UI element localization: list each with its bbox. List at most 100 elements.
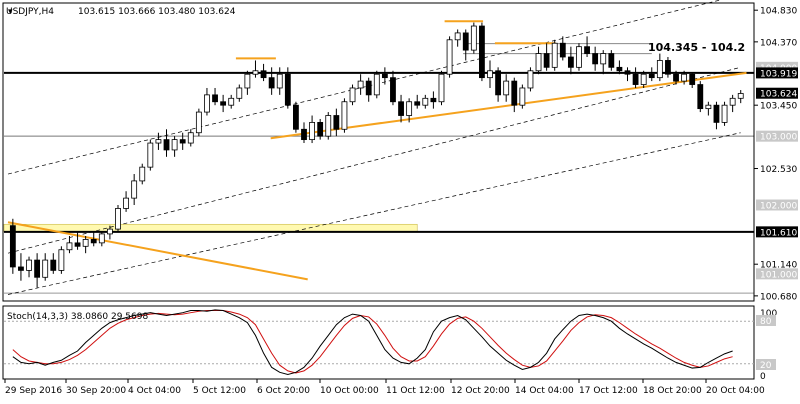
- price-tag-bg: [756, 61, 798, 73]
- price-tag: 102.530: [754, 165, 797, 175]
- candle: [365, 77, 372, 102]
- candle: [74, 232, 81, 250]
- candle: [567, 46, 574, 75]
- candle: [147, 139, 154, 171]
- price-tag: 103.919: [756, 67, 798, 79]
- candle: [470, 22, 477, 54]
- candle-body-bull: [422, 97, 429, 106]
- candle: [341, 98, 348, 133]
- candle-body-bull: [487, 70, 493, 79]
- stoch-pane-frame: [2, 305, 755, 380]
- candle-body-bear: [511, 80, 518, 106]
- candle: [309, 115, 315, 144]
- trend-lines: [7, 20, 747, 281]
- candle-body-bull: [454, 32, 461, 41]
- candle: [42, 253, 49, 281]
- price-tag: 101.000: [756, 268, 798, 280]
- candle-body-bear: [584, 46, 590, 54]
- candle-body-bull: [721, 104, 728, 123]
- price-channel: [7, 0, 741, 295]
- candle-body-bull: [309, 122, 315, 141]
- candle: [398, 94, 404, 123]
- price-tag-label: 103.450: [760, 102, 797, 112]
- candle: [503, 74, 510, 102]
- time-label: 18 Oct 20:00: [643, 386, 702, 396]
- candles: [9, 22, 744, 288]
- candle-body-bull: [276, 73, 283, 89]
- price-tag: 101.610: [756, 226, 798, 238]
- uptrend-line: [270, 71, 747, 140]
- price-tag-label: 103.000: [760, 133, 797, 143]
- candle-body-bull: [729, 97, 736, 106]
- candle-body-bull: [58, 249, 65, 271]
- candle: [228, 94, 235, 109]
- candle-body-bull: [640, 73, 647, 85]
- candle-body-bear: [9, 225, 16, 268]
- candle-body-bear: [608, 53, 615, 68]
- candle: [487, 60, 493, 88]
- candle-body-bear: [333, 115, 340, 130]
- price-tag: 100.680: [754, 292, 797, 302]
- candle: [713, 101, 720, 130]
- candle-body-bull: [187, 132, 194, 144]
- candle-body-bear: [301, 128, 307, 141]
- candle-body-bear: [462, 32, 469, 51]
- price-tag-label: 101.140: [760, 261, 797, 271]
- candle: [18, 253, 24, 281]
- candle: [527, 67, 534, 92]
- candle: [179, 132, 186, 150]
- price-tag: 101.140: [754, 261, 797, 271]
- candle: [454, 29, 461, 47]
- candle-body-bull: [656, 60, 663, 79]
- candle: [681, 70, 688, 85]
- price-tag-bg: [756, 130, 798, 142]
- symbol-marker-icon: ▾: [8, 7, 13, 17]
- candle-body-bear: [398, 101, 404, 116]
- candle: [66, 235, 73, 254]
- price-tag: 102.000: [756, 199, 798, 212]
- candle-body-bull: [26, 259, 32, 271]
- candle-body-bull: [204, 94, 210, 113]
- price-tag: 103.450: [754, 102, 797, 112]
- candle: [632, 67, 639, 88]
- candle: [422, 94, 429, 109]
- stoch-signal-line: [12, 310, 733, 374]
- candle: [673, 70, 679, 85]
- candle-body-bull: [147, 142, 154, 168]
- candle: [511, 77, 518, 113]
- candle: [600, 50, 607, 75]
- candle: [551, 39, 558, 71]
- price-tag-bg: [756, 268, 798, 280]
- candle: [495, 67, 502, 102]
- price-tag-bg: [756, 87, 798, 99]
- candle: [381, 67, 388, 85]
- channel-lower-line: [7, 132, 741, 295]
- time-label: 12 Oct 20:00: [451, 386, 510, 396]
- candle-body-bear: [616, 66, 623, 72]
- stoch-axis-min: 0: [760, 372, 766, 382]
- candle-body-bull: [228, 97, 235, 106]
- candle-body-bull: [373, 73, 380, 96]
- candle-body-bear: [317, 122, 324, 137]
- stochastic-lines: [4, 309, 754, 375]
- candle: [729, 94, 736, 113]
- price-axis: 104.830104.370104.000103.919103.624103.4…: [753, 3, 798, 302]
- candle: [236, 84, 243, 102]
- candle-body-bear: [179, 139, 186, 144]
- candle: [373, 70, 380, 99]
- candle: [430, 91, 437, 109]
- candle-body-bull: [503, 80, 510, 96]
- candle: [705, 101, 712, 116]
- candle-body-bull: [341, 101, 348, 130]
- candle: [640, 70, 647, 88]
- candle-body-bull: [82, 239, 89, 247]
- price-tag: 103.000: [756, 130, 798, 143]
- stoch-label: Stoch(14,3,3) 38.0860 29.5698: [7, 312, 148, 322]
- candle: [624, 67, 631, 82]
- candle-body-bull: [155, 139, 162, 144]
- candle: [333, 108, 340, 137]
- candle-body-bear: [50, 259, 57, 271]
- candle-body-bull: [171, 139, 178, 151]
- time-label: 20 Oct 04:00: [706, 386, 765, 396]
